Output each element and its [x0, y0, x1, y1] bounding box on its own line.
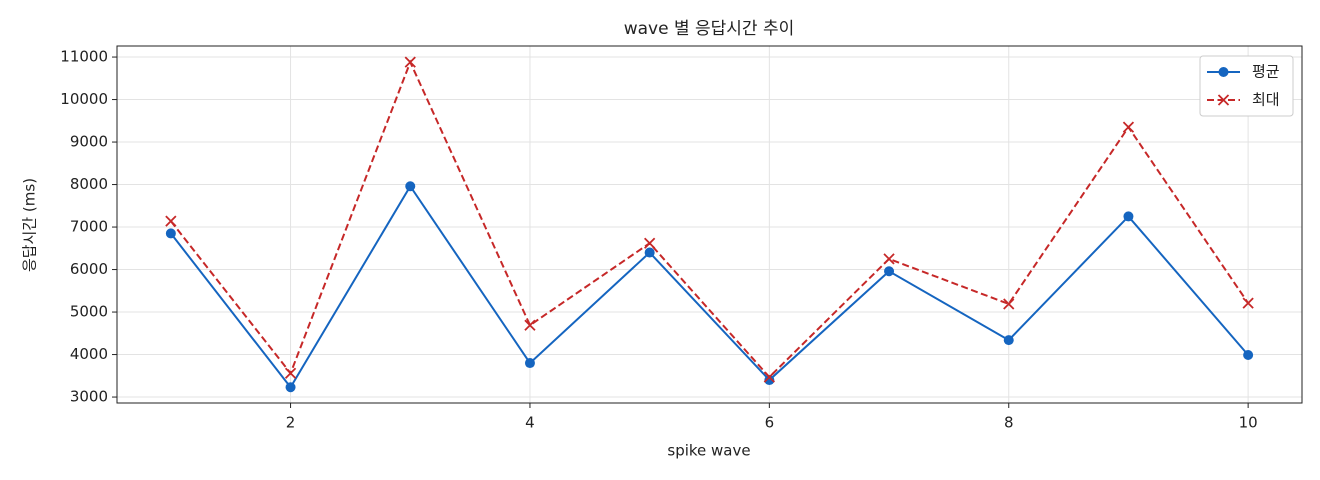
data-point	[1243, 349, 1254, 360]
legend-marker	[1218, 67, 1229, 77]
legend-label: 평균	[1252, 63, 1280, 81]
data-point	[644, 237, 656, 249]
plot-frame	[116, 45, 1303, 404]
data-point	[405, 181, 416, 192]
series-line	[170, 184, 1249, 390]
data-point	[1123, 211, 1134, 222]
data-point	[524, 358, 535, 369]
data-point	[764, 375, 775, 386]
chart-title: wave 별 응답시간 추이	[624, 19, 795, 39]
data-point	[884, 266, 895, 277]
y-axis-label: 응답시간 (ms)	[21, 178, 39, 272]
data-point	[1003, 335, 1014, 346]
x-axis-label: spike wave	[667, 442, 750, 460]
y-tick-label: 8000	[70, 175, 108, 193]
series-line	[170, 59, 1249, 379]
y-tick-label: 9000	[70, 133, 108, 151]
y-tick-label: 7000	[70, 218, 108, 236]
data-point	[1122, 121, 1135, 133]
data-point	[524, 319, 536, 331]
x-tick-label: 4	[525, 414, 535, 432]
data-point	[763, 371, 775, 383]
y-tick-label: 11000	[60, 48, 108, 66]
data-point	[644, 247, 655, 258]
legend-marker	[1217, 94, 1230, 106]
x-tick-label: 8	[1004, 414, 1014, 432]
data-point	[883, 253, 895, 265]
y-tick-label: 6000	[70, 260, 108, 278]
legend-label: 최대	[1252, 91, 1280, 109]
y-tick-label: 4000	[70, 345, 108, 363]
data-point	[1003, 298, 1015, 310]
y-tick-label: 3000	[70, 388, 108, 406]
data-point	[165, 215, 177, 227]
y-tick-label: 5000	[70, 303, 108, 321]
data-point	[1242, 297, 1254, 309]
x-tick-label: 6	[765, 414, 775, 432]
x-tick-label: 10	[1239, 414, 1258, 432]
data-point	[165, 228, 176, 239]
y-tick-label: 10000	[60, 90, 108, 108]
data-point	[404, 56, 416, 68]
data-point	[285, 382, 296, 393]
x-tick-label: 2	[286, 414, 296, 432]
data-point	[284, 367, 297, 379]
